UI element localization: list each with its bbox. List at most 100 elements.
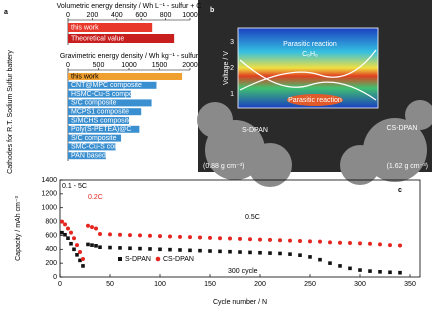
point: [198, 248, 202, 253]
x-tick-label: 1000: [121, 62, 137, 69]
point: [90, 243, 94, 247]
point: [63, 222, 67, 227]
bar: [68, 143, 116, 151]
point: [238, 250, 242, 254]
x-tick-label: 0: [66, 62, 70, 69]
point: [228, 249, 232, 254]
point: [338, 264, 342, 268]
x-tick-label: 600: [135, 12, 147, 19]
bar-label: this work: [71, 24, 99, 31]
axis-title: Volumetric energy density / Wh L⁻¹ - sul…: [57, 3, 202, 10]
point: [308, 239, 312, 244]
point: [268, 251, 272, 255]
bar: [68, 23, 153, 32]
point: [168, 234, 172, 239]
x-tick-label: 100: [154, 281, 166, 288]
point: [288, 252, 292, 256]
bar-label: S/MCHS composite: [71, 117, 132, 124]
y-tick-label: 600: [45, 232, 57, 239]
bar: [68, 99, 152, 107]
inset-label: Parasitic reaction: [283, 41, 337, 48]
bar: [68, 73, 183, 80]
x-tick-label: 500: [93, 62, 105, 69]
bar: [68, 81, 157, 89]
x-tick-label: 300: [354, 281, 366, 288]
reaction-bubble: [287, 94, 343, 106]
point: [188, 235, 192, 240]
x-tick-label: 2000: [182, 62, 198, 69]
point: [75, 243, 79, 248]
point: [78, 250, 82, 255]
x-tick-label: 250: [304, 281, 316, 288]
point: [69, 241, 73, 246]
bar-label: HSMC-Cu-S composite: [71, 91, 144, 98]
inset-ytick: 3: [230, 39, 234, 46]
point: [78, 258, 82, 263]
bar: [68, 34, 175, 43]
density-label: (1.62 g cm⁻³): [387, 163, 428, 170]
point: [158, 247, 162, 252]
point: [148, 233, 152, 238]
point: [298, 253, 302, 257]
point: [358, 268, 362, 272]
point: [218, 236, 222, 241]
point: [208, 235, 212, 240]
inset-ylabel: Voltage / V: [223, 51, 230, 85]
plot-frame: [59, 179, 421, 278]
bar-label: CNT@MPC composite: [71, 82, 142, 89]
point: [338, 240, 342, 245]
point: [258, 237, 262, 242]
point: [268, 237, 272, 242]
point: [358, 241, 362, 246]
point: [81, 256, 85, 261]
point: [218, 249, 222, 254]
point: [63, 232, 67, 237]
point: [128, 246, 132, 251]
point: [348, 266, 352, 271]
x-tick-label: 0: [58, 281, 62, 288]
axis-title: Gravimetric energy density / Wh kg⁻¹ - s…: [60, 53, 199, 60]
y-axis-title: Capacity / mAh cm⁻³: [15, 195, 22, 260]
bar-label: S/C composite: [71, 100, 117, 107]
point: [69, 230, 73, 235]
point: [108, 232, 112, 237]
point: [378, 270, 382, 274]
x-tick-label: 1500: [152, 62, 168, 69]
bar-label: SMC-Cu-S composite: [71, 144, 139, 151]
inset-label: Parasitic reaction: [288, 97, 342, 104]
point: [238, 236, 242, 241]
x-tick-label: 400: [111, 12, 123, 19]
y-tick-label: 400: [45, 246, 57, 253]
point: [388, 243, 392, 248]
panel-label: c: [398, 187, 402, 194]
point: [318, 257, 322, 262]
point: [388, 270, 392, 275]
panel-label: a: [4, 9, 8, 16]
point: [66, 236, 70, 240]
point: [368, 269, 372, 273]
legend-label: S-DPAN: [125, 256, 151, 263]
y-tick-label: 0: [53, 274, 57, 281]
point: [298, 238, 302, 243]
y-axis-title: Cathodes for R.T. Sodium Sulfur battery: [7, 50, 14, 174]
bar-label: Poly(S-PETEA)@C: [71, 126, 131, 133]
point: [118, 246, 122, 250]
point: [98, 232, 102, 237]
point: [278, 238, 282, 243]
bar: [68, 90, 131, 98]
x-axis-title: Cycle number / N: [213, 299, 267, 306]
inset-curve: [239, 49, 377, 91]
x-tick-label: 1000: [182, 12, 198, 19]
point: [308, 255, 312, 259]
point: [208, 249, 212, 253]
bar: [68, 108, 142, 116]
sample-label: CS-DPAN: [387, 125, 418, 132]
point: [368, 241, 372, 246]
point: [188, 248, 192, 253]
x-tick-label: 200: [87, 12, 99, 19]
y-tick-label: 800: [45, 218, 57, 225]
point: [168, 247, 172, 252]
bar-label: PAN based composite: [71, 153, 140, 160]
inset-ytick: 1: [230, 91, 234, 98]
